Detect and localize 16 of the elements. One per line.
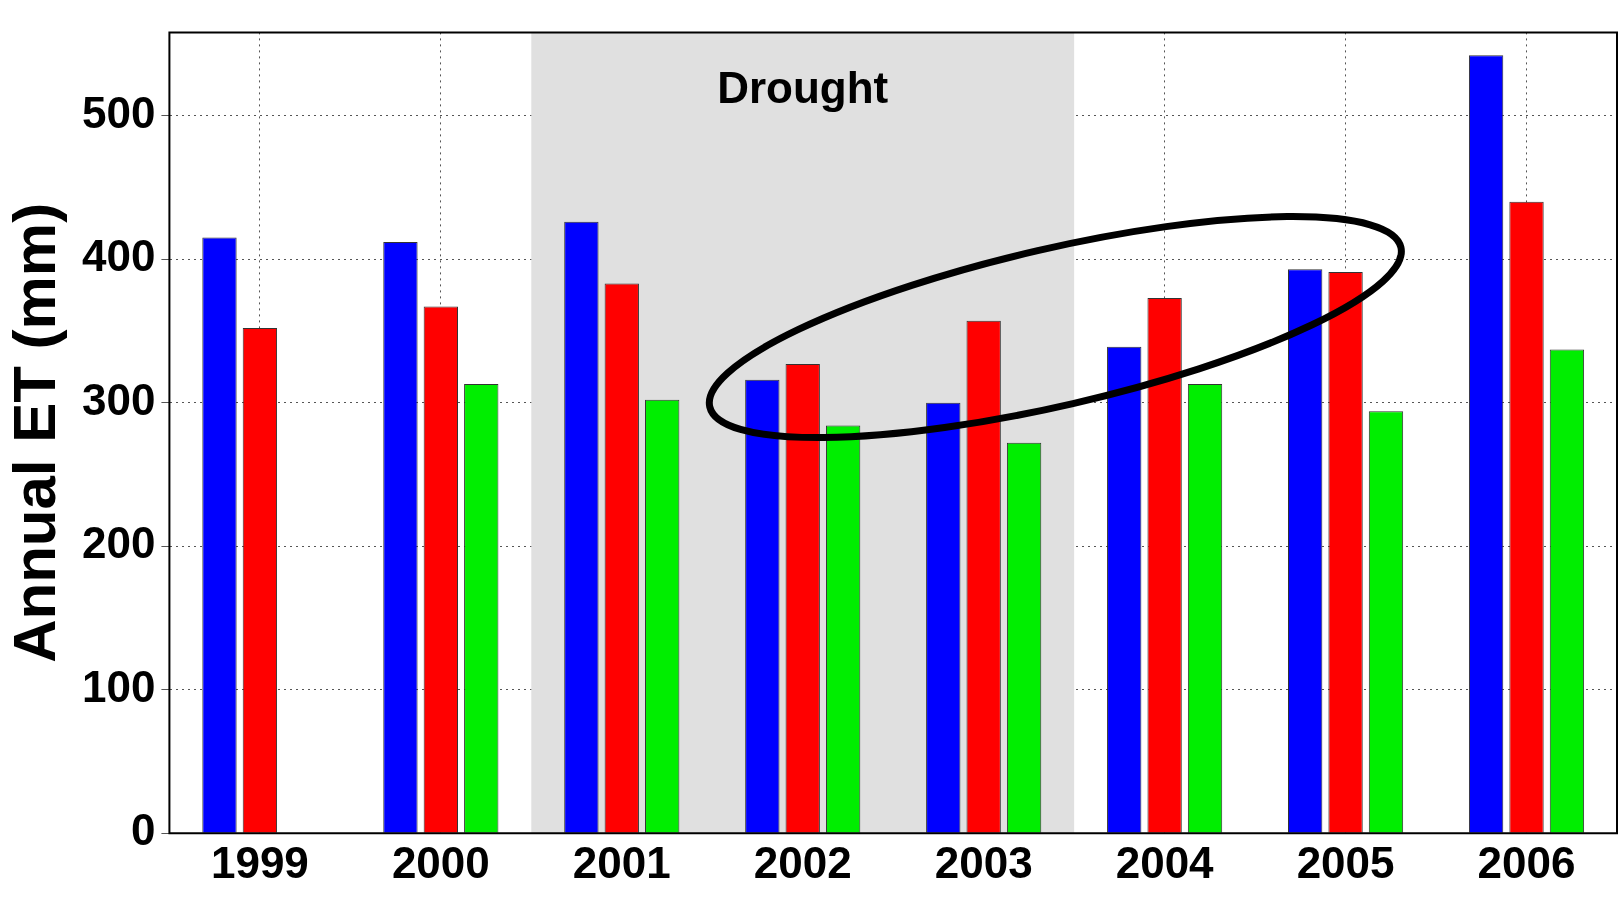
x-tick-label: 2001 [572, 837, 671, 887]
x-tick-label: 2006 [1477, 837, 1576, 887]
y-axis-title: Annual ET (mm) [0, 202, 68, 663]
y-tick-label: 0 [130, 805, 156, 855]
y-tick-label: 300 [81, 374, 156, 424]
x-tick-label: 1999 [210, 837, 309, 887]
y-tick-label: 200 [81, 518, 156, 568]
x-tick-label: 2003 [934, 837, 1033, 887]
x-tick-label: 2004 [1115, 837, 1215, 887]
x-tick-label: 2000 [391, 837, 490, 887]
x-tick-label: 2002 [753, 837, 852, 887]
y-tick-label: 500 [81, 87, 156, 137]
x-tick-label: 2005 [1296, 837, 1395, 887]
y-tick-label: 400 [81, 231, 156, 281]
y-tick-label: 100 [81, 661, 156, 711]
band-label: Drought [717, 62, 889, 112]
